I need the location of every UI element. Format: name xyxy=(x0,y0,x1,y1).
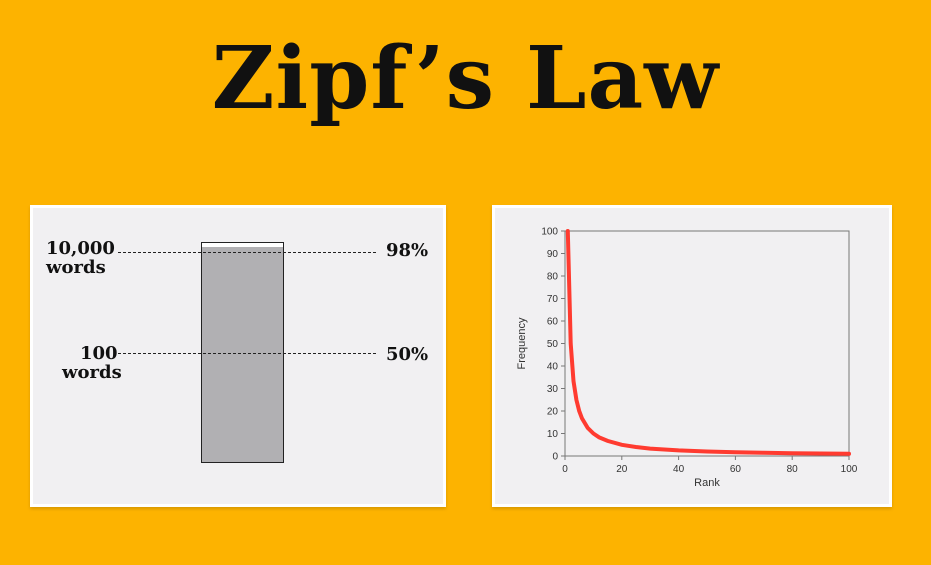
y-tick-label: 20 xyxy=(547,407,559,418)
x-tick-label: 40 xyxy=(673,464,685,475)
x-tick-label: 60 xyxy=(730,464,742,475)
y-axis: 0 10 20 30 40 50 60 70 80 90 100 xyxy=(541,227,565,463)
y-axis-label: Frequency xyxy=(516,317,528,369)
plot-area xyxy=(564,230,850,457)
x-axis: 0 20 40 60 80 100 xyxy=(562,456,858,475)
y-tick-label: 90 xyxy=(547,249,559,260)
mid-words-count: 100 xyxy=(80,343,118,364)
frequency-chart-panel: 0 10 20 30 40 50 60 70 80 90 100 0 20 40 60 80 100 Rank… xyxy=(492,205,892,507)
zipf-curve xyxy=(565,229,851,456)
x-axis-label: Rank xyxy=(694,477,720,489)
coverage-diagram-panel: 10,000 words 98% 100 words 50% xyxy=(30,205,446,507)
y-tick-label: 50 xyxy=(547,339,559,350)
x-tick-label: 100 xyxy=(841,464,858,475)
y-tick-label: 40 xyxy=(547,362,559,373)
mid-words-label: 100 words xyxy=(62,344,122,382)
y-tick-label: 100 xyxy=(541,227,558,238)
top-words-count: 10,000 xyxy=(46,238,115,259)
mid-words-unit: words xyxy=(62,362,122,383)
dashed-line-mid xyxy=(118,352,376,354)
top-percent-label: 98% xyxy=(386,240,429,261)
mid-percent-label: 50% xyxy=(386,344,429,365)
y-tick-label: 70 xyxy=(547,294,559,305)
x-tick-label: 0 xyxy=(562,464,568,475)
coverage-bar-fill xyxy=(202,246,283,462)
y-tick-label: 60 xyxy=(547,317,559,328)
x-tick-label: 20 xyxy=(616,464,628,475)
rank-frequency-chart: 0 10 20 30 40 50 60 70 80 90 100 0 20 40 60 80 100 Rank… xyxy=(516,227,858,490)
x-tick-label: 80 xyxy=(787,464,799,475)
top-words-unit: words xyxy=(46,257,106,278)
dashed-line-top xyxy=(118,252,376,254)
y-tick-label: 10 xyxy=(547,429,559,440)
top-words-label: 10,000 words xyxy=(46,239,115,277)
y-tick-label: 30 xyxy=(547,384,559,395)
page-title: Zipf’s Law xyxy=(211,28,720,129)
y-tick-label: 0 xyxy=(552,452,558,463)
y-tick-label: 80 xyxy=(547,272,559,283)
